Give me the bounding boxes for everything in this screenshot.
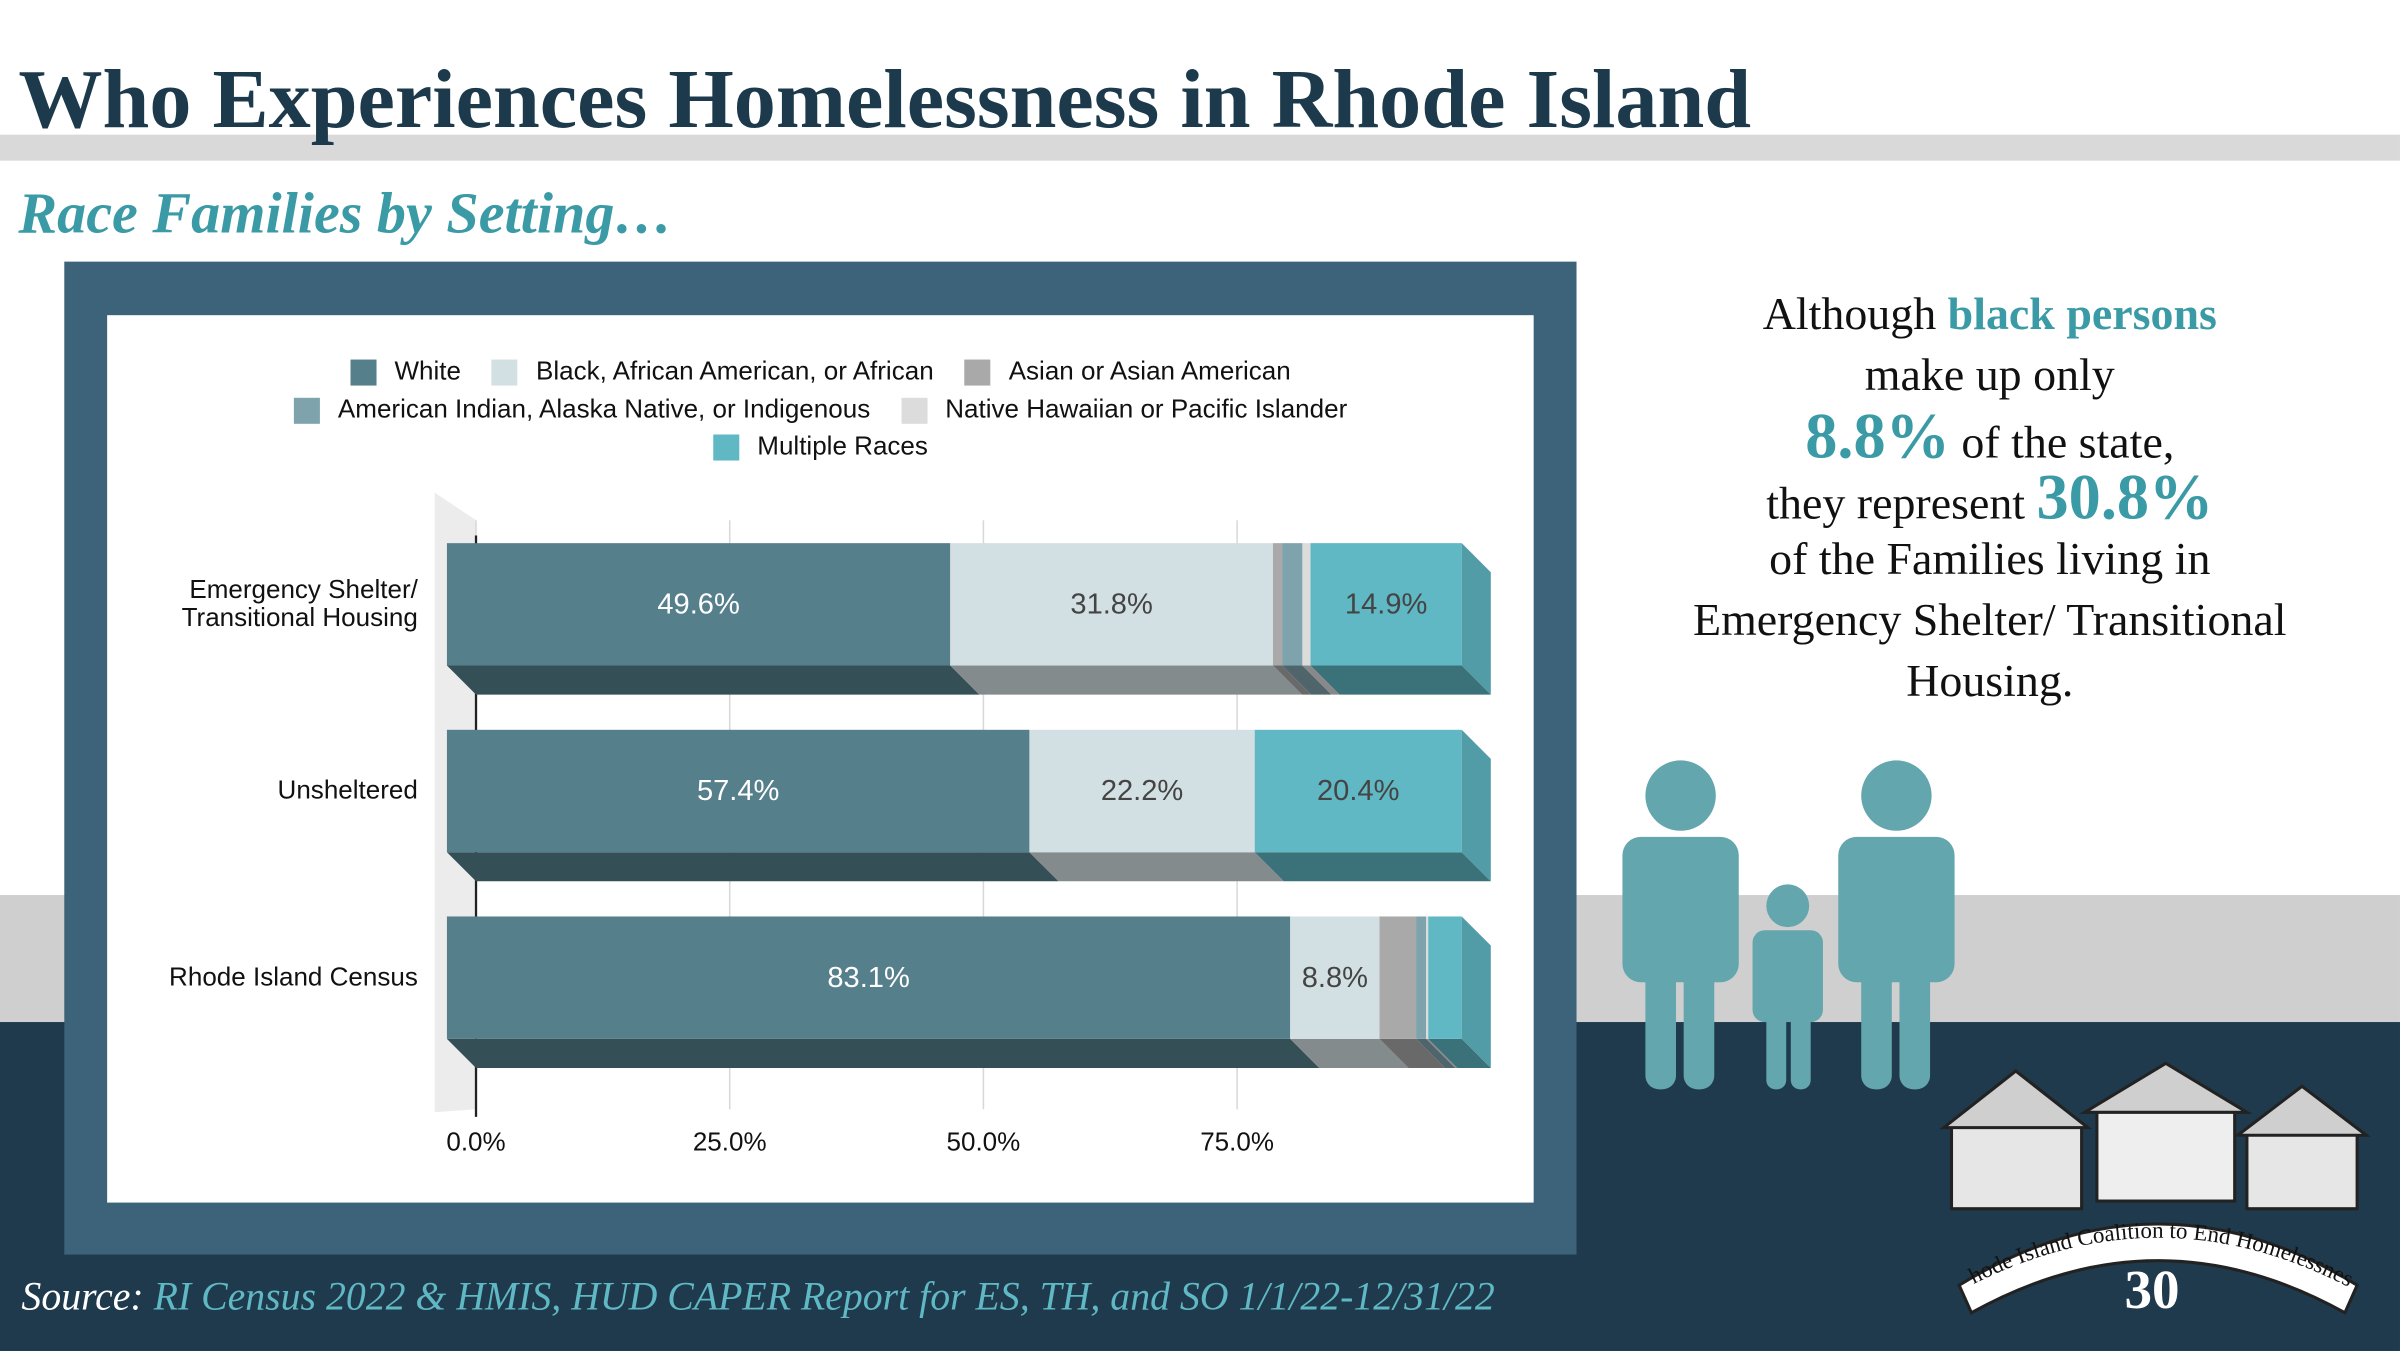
bar-shade <box>1254 852 1491 882</box>
callout-line: Housing. <box>1622 652 2357 713</box>
legend-row: White Black, African American, or African… <box>107 356 1534 387</box>
callout-line: Emergency Shelter/ Transitional <box>1622 591 2357 652</box>
value-label: 49.6% <box>657 589 739 621</box>
value-label: 22.2% <box>1101 775 1183 807</box>
bar <box>1290 916 1380 1039</box>
category-label: Unsheltered <box>277 775 418 805</box>
bar-shade <box>446 1038 1320 1068</box>
bar-shade <box>1302 665 1340 695</box>
x-tick-label: 25.0% <box>693 1127 767 1157</box>
legend-item: Native Hawaiian or Pacific Islander <box>900 394 1348 426</box>
x-tick-label: 75.0% <box>1200 1127 1274 1157</box>
bar-shade <box>1310 665 1491 695</box>
callout-text: 8.8% <box>1805 402 1950 473</box>
callout-line: 8.8% of the state, <box>1622 405 2357 469</box>
value-label: 83.1% <box>827 962 909 994</box>
value-label: 8.8% <box>1302 962 1368 994</box>
callout: Although black persons make up only 8.8% o… <box>1622 285 2357 713</box>
bar <box>1302 543 1311 666</box>
bar-shade <box>1428 1038 1491 1068</box>
slide-subtitle: Race Families by Setting… <box>17 181 672 246</box>
bar-shade <box>1029 852 1284 882</box>
bar-shade <box>1290 1038 1409 1068</box>
legend-swatch <box>900 397 927 424</box>
bar <box>1029 729 1255 853</box>
bar-shade <box>1282 665 1332 695</box>
callout-line: make up only <box>1622 346 2357 407</box>
bar-shade <box>1426 1038 1458 1068</box>
category-label: Emergency Shelter/ Transitional Housing <box>181 575 418 632</box>
legend-label: Multiple Races <box>757 431 928 461</box>
family-icon <box>1622 760 1955 1090</box>
callout-line: Although black persons <box>1622 285 2357 346</box>
bar <box>1272 543 1283 666</box>
legend-row: American Indian, Alaska Native, or Indig… <box>107 395 1534 426</box>
bar <box>1416 916 1427 1039</box>
bar <box>1282 543 1303 666</box>
title-band <box>0 134 2400 161</box>
callout-text: black persons <box>1947 289 2217 340</box>
bar-shade <box>1379 1038 1446 1068</box>
bar <box>1426 916 1429 1039</box>
bar <box>446 916 1291 1039</box>
legend-swatch <box>964 358 991 385</box>
legend-label: Black, African American, or African <box>535 356 934 386</box>
legend-swatch <box>491 358 518 385</box>
source-text: RI Census 2022 & HMIS, HUD CAPER Report … <box>153 1275 1495 1319</box>
callout-line: they represent 30.8% <box>1622 467 2357 531</box>
bar-side <box>1461 729 1491 882</box>
x-tick-label: 50.0% <box>947 1127 1021 1157</box>
bar-side <box>1461 543 1491 695</box>
legend-swatch <box>350 358 377 385</box>
legend-label: White <box>394 356 461 386</box>
callout-text: Although <box>1762 289 1948 340</box>
page-number: 30 <box>2124 1259 2179 1320</box>
callout-text: of the Families living in <box>1769 533 2211 585</box>
bar-shade <box>446 852 1059 882</box>
callout-text: Housing. <box>1906 656 2074 707</box>
value-label: 31.8% <box>1070 589 1152 621</box>
legend-swatch <box>712 433 739 460</box>
value-label: 57.4% <box>697 775 779 807</box>
bar <box>950 543 1273 666</box>
callout-text: they represent <box>1766 478 2037 530</box>
legend-label: American Indian, Alaska Native, or Indig… <box>337 394 871 424</box>
value-label: 20.4% <box>1317 775 1399 807</box>
category-label: Rhode Island Census <box>169 962 418 992</box>
legend-item: Black, African American, or African <box>491 356 934 387</box>
legend-label: Native Hawaiian or Pacific Islander <box>945 394 1348 424</box>
legend-swatch <box>293 397 320 424</box>
source: Source: RI Census 2022 & HMIS, HUD CAPER… <box>21 1275 1494 1319</box>
legend-label: Asian or Asian American <box>1008 356 1291 386</box>
callout-line: of the Families living in <box>1622 529 2357 590</box>
bar-shade <box>1272 665 1312 695</box>
bar-shade <box>446 665 980 695</box>
callout-text: Emergency Shelter/ Transitional <box>1693 595 2287 646</box>
bar <box>446 543 951 666</box>
legend-item: Multiple Races <box>712 431 928 462</box>
bar <box>1379 916 1417 1039</box>
value-label: 14.9% <box>1345 589 1427 621</box>
source-label: Source: <box>21 1275 143 1319</box>
bar <box>1428 916 1462 1039</box>
callout-text: 30.8% <box>2036 463 2214 534</box>
bar <box>446 729 1030 853</box>
plot: 0.0% 25.0% 50.0% 75.0% 49.6% 31.8% 14.9% 57.4% 2… <box>434 492 1491 1157</box>
x-tick-label: 0.0% <box>446 1127 505 1157</box>
bar-shade <box>950 665 1303 695</box>
callout-text: make up only <box>1864 350 2115 401</box>
legend-item: White <box>350 356 461 387</box>
bar-shade <box>1416 1038 1456 1068</box>
callout-text: of the state, <box>1949 417 2175 469</box>
bar <box>1310 543 1462 666</box>
bar-side <box>1461 916 1491 1068</box>
bar <box>1254 729 1462 853</box>
legend-item: American Indian, Alaska Native, or Indig… <box>293 394 871 426</box>
slide-title: Who Experiences Homelessness in Rhode Is… <box>18 53 1751 146</box>
legend-item: Asian or Asian American <box>964 356 1291 387</box>
legend-row: Multiple Races <box>107 431 1534 462</box>
